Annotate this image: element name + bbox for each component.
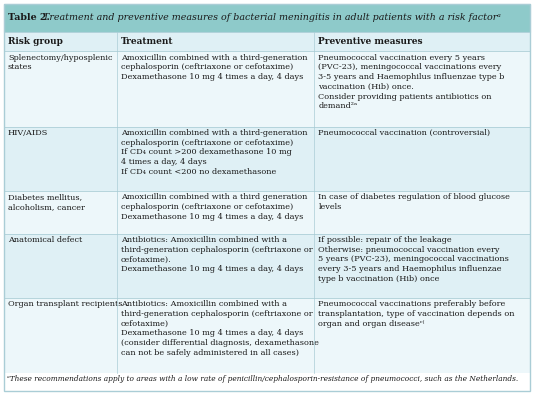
Text: HIV/AIDS: HIV/AIDS: [8, 129, 49, 137]
Bar: [4, 298, 530, 373]
Text: Treatment and preventive measures of bacterial meningitis in adult patients with: Treatment and preventive measures of bac…: [40, 13, 501, 22]
Text: Pneumococcal vaccinations preferably before
transplantation, type of vaccination: Pneumococcal vaccinations preferably bef…: [318, 301, 515, 328]
Bar: [4, 51, 530, 127]
Text: Anatomical defect: Anatomical defect: [8, 236, 82, 244]
Text: Pneumococcal vaccination (controversial): Pneumococcal vaccination (controversial): [318, 129, 490, 137]
Bar: [4, 191, 530, 233]
Bar: [4, 4, 530, 32]
Text: Risk group: Risk group: [8, 37, 63, 46]
Text: Pneumococcal vaccination every 5 years
(PVC-23), meningococcal vaccinations ever: Pneumococcal vaccination every 5 years (…: [318, 54, 505, 110]
Text: Antibiotics: Amoxicillin combined with a
third-generation cephalosporin (ceftria: Antibiotics: Amoxicillin combined with a…: [121, 236, 313, 273]
Text: Table 2.: Table 2.: [8, 13, 50, 22]
Text: Preventive measures: Preventive measures: [318, 37, 423, 46]
Text: ᵃThese recommendations apply to areas with a low rate of penicillin/cephalospori: ᵃThese recommendations apply to areas wi…: [7, 375, 519, 383]
Text: Splenectomy/hyposplenic
states: Splenectomy/hyposplenic states: [8, 54, 113, 71]
Bar: [4, 233, 530, 298]
Text: Treatment: Treatment: [121, 37, 174, 46]
Text: Antibiotics: Amoxicillin combined with a
third-generation cephalosporin (ceftria: Antibiotics: Amoxicillin combined with a…: [121, 301, 319, 357]
Text: Amoxicillin combined with a third generation
cephalosporin (ceftriaxone or cefot: Amoxicillin combined with a third genera…: [121, 194, 308, 221]
Text: Organ transplant recipients: Organ transplant recipients: [8, 301, 122, 308]
Text: Diabetes mellitus,
alcoholism, cancer: Diabetes mellitus, alcoholism, cancer: [8, 194, 85, 211]
Text: Amoxicillin combined with a third-generation
cephalosporin (ceftriaxone or cefot: Amoxicillin combined with a third-genera…: [121, 129, 308, 176]
Bar: [4, 373, 530, 391]
Text: Amoxicillin combined with a third-generation
cephalosporin (ceftriaxone or cefot: Amoxicillin combined with a third-genera…: [121, 54, 308, 81]
Bar: [4, 127, 530, 191]
Bar: [4, 32, 530, 51]
Text: In case of diabetes regulation of blood glucose
levels: In case of diabetes regulation of blood …: [318, 194, 510, 211]
Text: If possible: repair of the leakage
Otherwise: pneumococcal vaccination every
5 y: If possible: repair of the leakage Other…: [318, 236, 509, 283]
